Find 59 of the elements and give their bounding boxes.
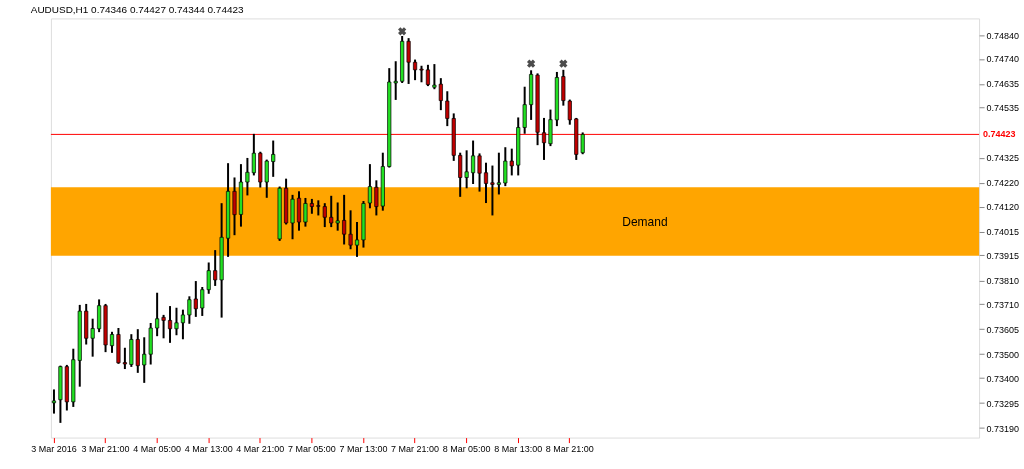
candlestick <box>167 306 173 343</box>
candlestick <box>161 314 166 339</box>
candlestick <box>348 210 353 250</box>
candlestick <box>406 38 411 84</box>
y-tick-label: 0.73710 <box>986 299 1019 310</box>
candlestick <box>122 347 127 370</box>
x-tick-label: 7 Mar 05:00 <box>287 444 336 455</box>
candlestick <box>180 309 185 340</box>
x-tick-label: 7 Mar 13:00 <box>339 444 388 455</box>
x-tick-label: 4 Mar 05:00 <box>133 444 182 455</box>
y-tick-label: 0.74635 <box>986 79 1019 90</box>
candlestick <box>483 162 489 204</box>
candlestick <box>496 152 501 195</box>
y-tick-label: 0.74015 <box>986 227 1019 238</box>
candlestick <box>97 299 102 333</box>
x-tick-label: 8 Mar 21:00 <box>545 444 594 455</box>
y-tick-label: 0.73400 <box>986 373 1019 384</box>
y-tick-label: 0.74535 <box>986 103 1019 114</box>
band-label: Demand <box>622 214 668 229</box>
x-tick-label: 3 Mar 21:00 <box>81 444 130 455</box>
x-tick-label: 8 Mar 05:00 <box>442 444 491 455</box>
candlestick <box>251 133 256 176</box>
candlestick <box>109 331 115 353</box>
y-tick-label: 0.73500 <box>986 349 1019 360</box>
candlestick <box>296 191 302 231</box>
candlestick <box>245 157 250 196</box>
candlestick <box>425 64 430 87</box>
x-tick-label: 4 Mar 21:00 <box>236 444 285 455</box>
x-tick-label: 8 Mar 13:00 <box>494 444 543 455</box>
x-tick-label: 3 Mar 2016 <box>31 444 77 455</box>
candlestick <box>471 140 476 184</box>
y-tick-label: 0.74325 <box>986 153 1019 164</box>
y-tick-label: 0.73810 <box>986 275 1019 286</box>
candlestick <box>155 292 160 337</box>
candlestick <box>51 389 57 414</box>
candlestick <box>477 153 482 192</box>
y-tick-label: 0.73605 <box>986 324 1019 335</box>
candlestick <box>174 307 179 336</box>
y-tick-label: 0.74840 <box>986 30 1019 41</box>
candlestick <box>354 222 360 257</box>
candlestick <box>290 194 295 240</box>
candlestick <box>271 140 276 177</box>
y-tick-label: 0.74740 <box>986 54 1019 65</box>
ref-line-label: 0.74423 <box>983 129 1016 140</box>
candlestick <box>303 197 308 227</box>
y-tick-label: 0.73295 <box>986 398 1019 409</box>
y-tick-label: 0.73190 <box>986 423 1019 434</box>
candlestick <box>342 194 347 245</box>
y-tick-label: 0.73915 <box>986 250 1019 261</box>
chart-title: AUDUSD,H1 0.74346 0.74427 0.74344 0.74423 <box>30 4 245 16</box>
y-tick-label: 0.74120 <box>986 202 1019 213</box>
y-tick-label: 0.74220 <box>986 178 1019 189</box>
x-tick-label: 4 Mar 13:00 <box>184 444 233 455</box>
candlestick <box>232 177 237 236</box>
candlestick <box>413 59 418 81</box>
candlestick <box>490 165 495 216</box>
candlestick <box>541 117 547 160</box>
candlestick <box>367 164 372 209</box>
x-tick-label: 7 Mar 21:00 <box>391 444 439 455</box>
